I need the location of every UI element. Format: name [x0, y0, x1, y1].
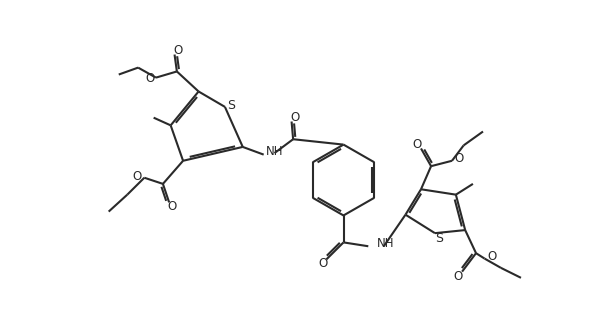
Text: O: O: [319, 258, 328, 271]
Text: O: O: [290, 111, 299, 124]
Text: S: S: [435, 232, 443, 245]
Text: O: O: [454, 270, 463, 283]
Text: O: O: [145, 72, 154, 85]
Text: NH: NH: [377, 237, 394, 250]
Text: O: O: [173, 44, 182, 57]
Text: NH: NH: [266, 145, 284, 158]
Text: O: O: [167, 200, 177, 214]
Text: O: O: [412, 138, 422, 151]
Text: S: S: [227, 99, 235, 112]
Text: O: O: [487, 250, 496, 263]
Text: O: O: [133, 170, 142, 184]
Text: O: O: [454, 152, 463, 165]
